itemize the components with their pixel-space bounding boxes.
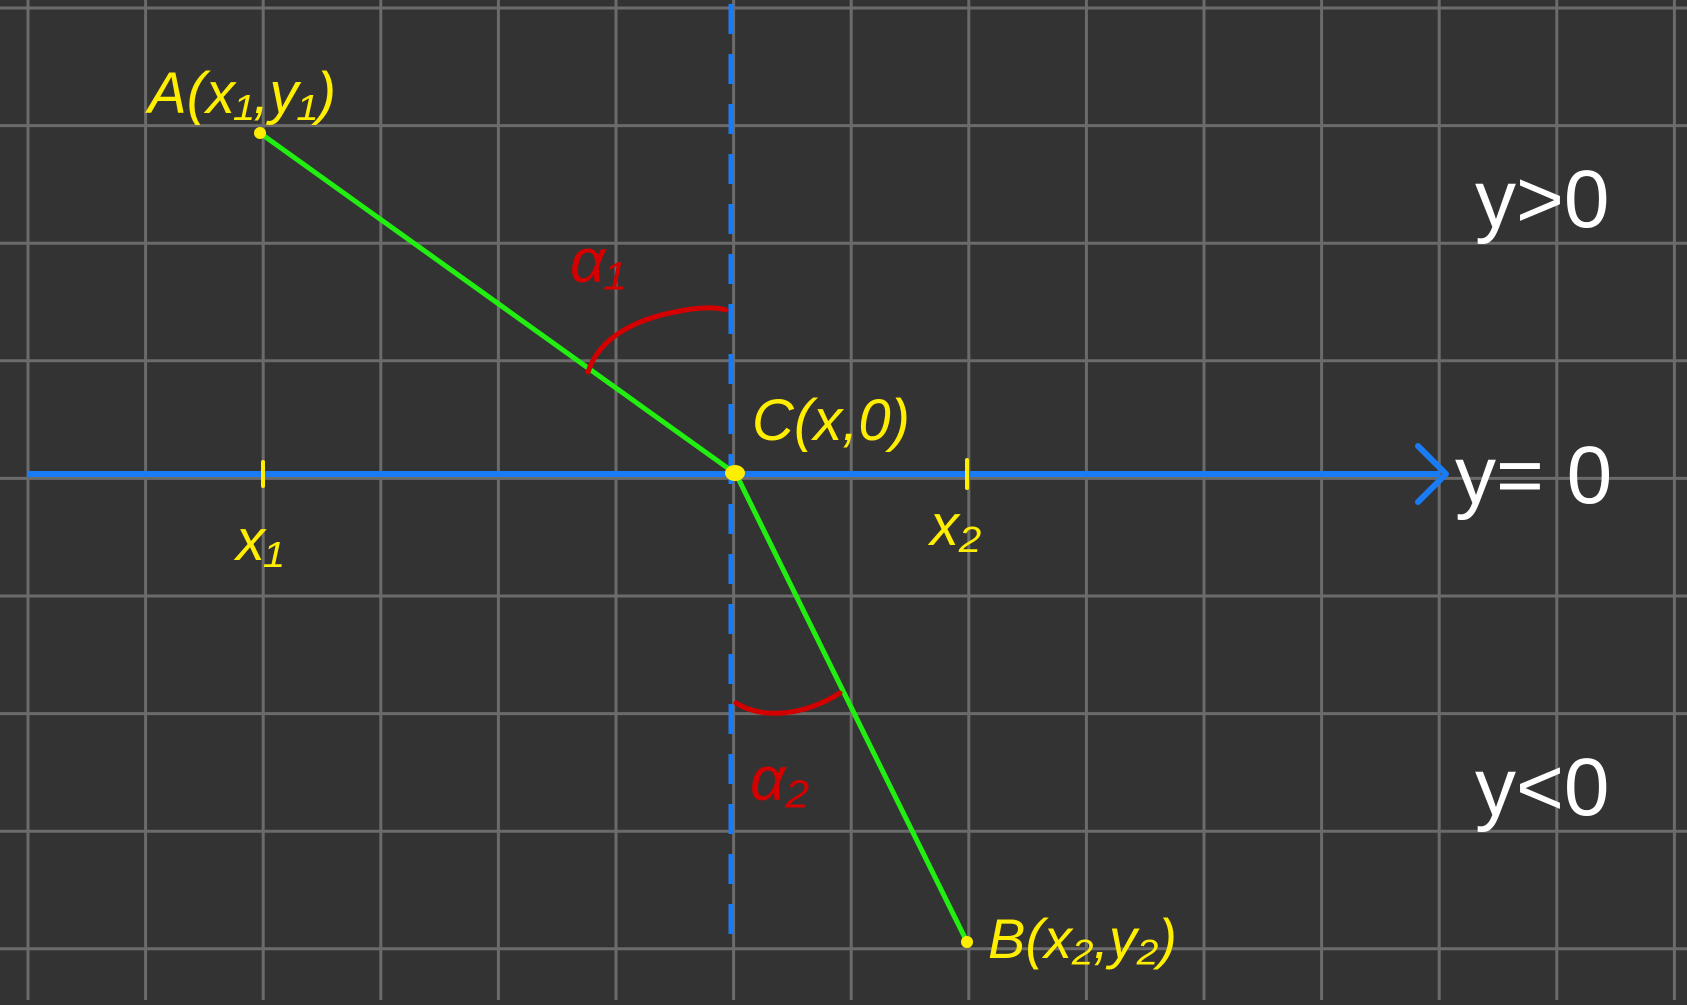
region-lower-label: y<0 — [1475, 742, 1610, 833]
angle-alpha1-arc — [585, 305, 729, 375]
tick-x1-label: x₁ — [233, 508, 283, 573]
point-c-label: C(x,0) — [752, 388, 910, 453]
angle-alpha1-label: α₁ — [570, 227, 625, 296]
tick-x2-label: x₂ — [927, 493, 981, 558]
point-c-dot — [725, 465, 745, 481]
region-upper-label: y>0 — [1475, 154, 1610, 245]
segment-c-b — [733, 471, 970, 945]
point-b-label: B(x₂,y₂) — [988, 907, 1177, 970]
point-a-label: A(x₁,y₁) — [145, 61, 336, 126]
angle-alpha2-label: α₂ — [750, 745, 809, 814]
x-axis-arrowhead — [1415, 443, 1449, 505]
segment-a-c — [257, 130, 739, 477]
region-axis-label: y= 0 — [1455, 430, 1612, 521]
angle-alpha2-arc — [733, 690, 843, 716]
point-a-dot — [254, 127, 266, 139]
point-b-dot — [961, 936, 973, 948]
